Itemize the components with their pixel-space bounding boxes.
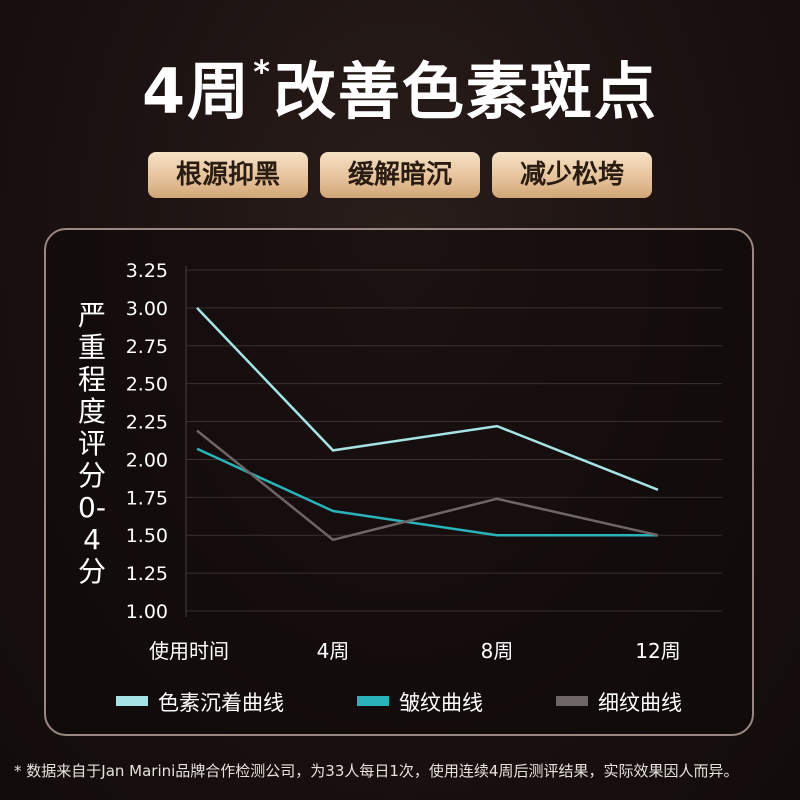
legend-swatch-pigment [116, 696, 148, 706]
y-tick-label: 2.50 [126, 374, 168, 396]
y-tick-label: 1.50 [126, 525, 168, 547]
y-axis-label: 严重程度评分0-4分 [77, 299, 106, 588]
x-tick-label: 4周 [317, 639, 350, 663]
y-tick-label: 1.75 [126, 487, 168, 509]
y-tick-label: 1.00 [126, 601, 168, 623]
legend-label-pigment: 色素沉着曲线 [158, 691, 284, 715]
y-tick-label: 1.25 [126, 563, 168, 585]
series-line-wrinkle [196, 447, 658, 537]
headline-suffix: 改善色素斑点 [273, 55, 658, 128]
y-tick-label: 2.00 [126, 449, 168, 471]
legend-label-wrinkle: 皱纹曲线 [399, 691, 483, 715]
x-tick-label: 12周 [635, 639, 680, 663]
y-tick-label: 3.00 [126, 298, 168, 320]
tag-dullness: 缓解暗沉 [320, 152, 480, 198]
headline-asterisk: * [253, 53, 272, 91]
series-line-pigment [196, 307, 659, 491]
benefit-tags: 根源抑黑 缓解暗沉 减少松垮 [0, 152, 800, 198]
y-tick-label: 3.25 [126, 260, 168, 282]
tag-firming: 减少松垮 [492, 152, 652, 198]
footnote: * 数据来自于Jan Marini品牌合作检测公司，为33人每日1次，使用连续4… [14, 762, 739, 780]
headline-prefix: 4周 [142, 55, 252, 128]
headline: 4周*改善色素斑点 [0, 52, 800, 132]
series-line-fine [196, 429, 659, 542]
legend-label-fine: 细纹曲线 [598, 691, 682, 715]
y-tick-label: 2.75 [126, 336, 168, 358]
x-tick-label: 8周 [481, 639, 514, 663]
x-tick-label: 使用时间 [149, 639, 229, 663]
legend-swatch-fine [556, 696, 588, 706]
legend-swatch-wrinkle [357, 696, 389, 706]
tag-root-whitening: 根源抑黑 [148, 152, 308, 198]
y-tick-label: 2.25 [126, 412, 168, 434]
